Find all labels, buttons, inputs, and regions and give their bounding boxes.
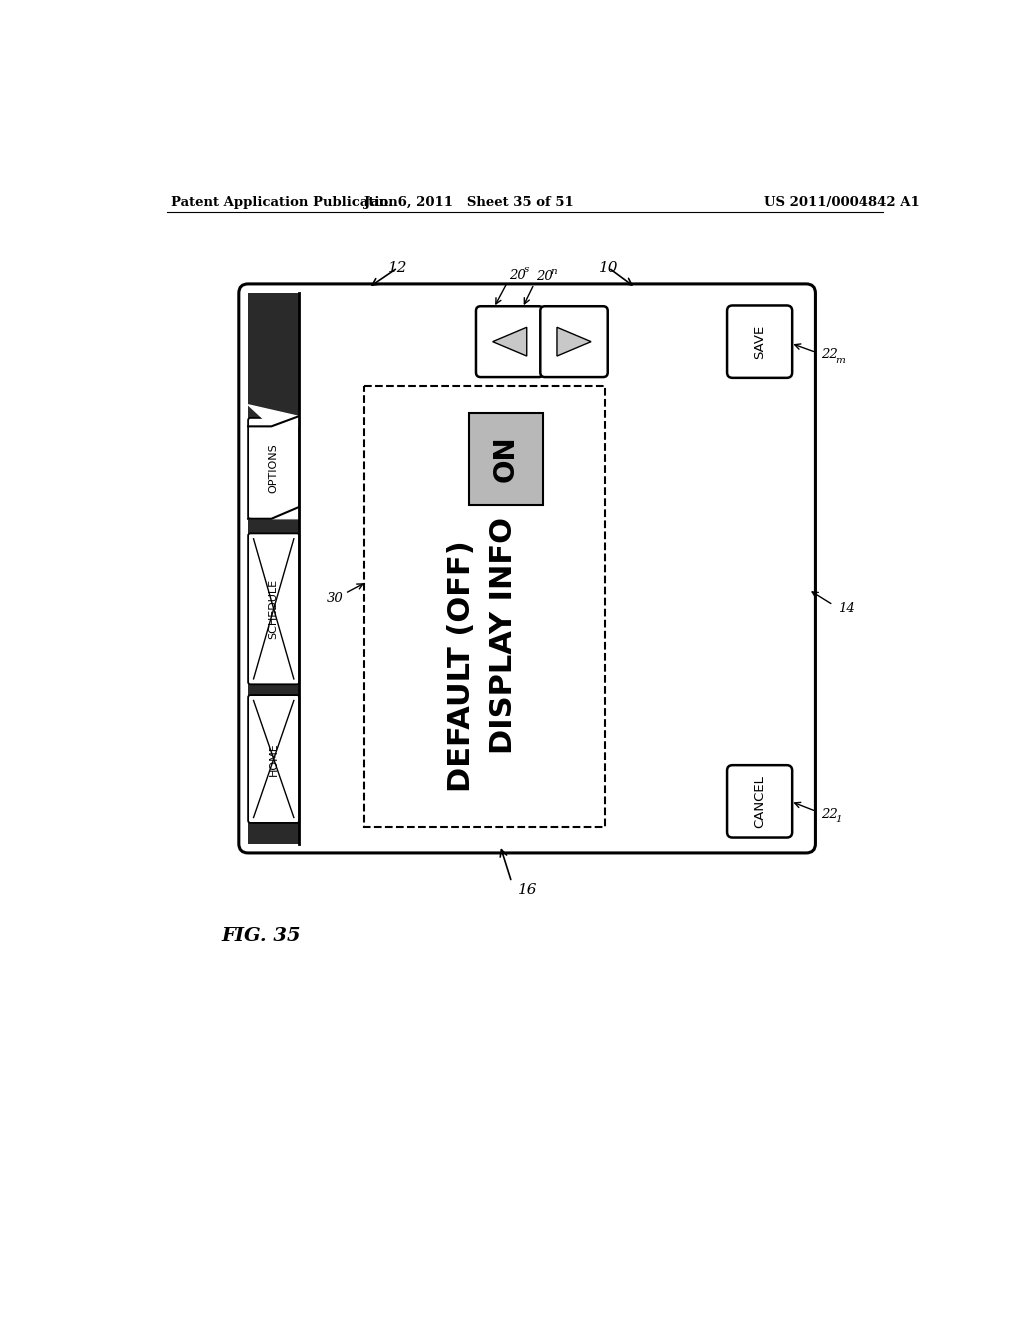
Text: s: s [524,265,529,273]
Text: 1: 1 [835,814,842,824]
Text: 22: 22 [821,348,838,362]
Text: CANCEL: CANCEL [753,775,766,828]
Text: 20: 20 [509,269,526,282]
Polygon shape [493,327,526,356]
Text: Jan. 6, 2011   Sheet 35 of 51: Jan. 6, 2011 Sheet 35 of 51 [365,195,573,209]
Text: m: m [835,355,845,364]
Text: 10: 10 [599,261,618,275]
Text: DISPLAY INFO: DISPLAY INFO [489,517,518,754]
Text: DEFAULT (OFF): DEFAULT (OFF) [446,541,476,792]
Text: n: n [550,267,557,276]
Bar [248,293,299,843]
Bar [365,385,604,826]
FancyBboxPatch shape [476,306,544,378]
Text: ON: ON [492,436,520,482]
FancyBboxPatch shape [248,696,299,822]
Polygon shape [248,405,299,426]
Polygon shape [557,327,591,356]
Bar [469,412,543,504]
FancyBboxPatch shape [727,305,793,378]
Text: 20: 20 [536,271,552,284]
FancyBboxPatch shape [248,533,299,684]
Text: 18: 18 [251,550,268,564]
Text: OPTIONS: OPTIONS [268,444,279,494]
Text: SAVE: SAVE [753,325,766,359]
Text: 30: 30 [328,593,344,606]
FancyBboxPatch shape [248,418,299,519]
Text: US 2011/0004842 A1: US 2011/0004842 A1 [764,195,920,209]
Text: 14: 14 [838,602,855,615]
Text: 12: 12 [388,261,408,275]
FancyBboxPatch shape [727,766,793,837]
Text: 26: 26 [254,758,270,770]
FancyBboxPatch shape [239,284,815,853]
Text: 16: 16 [518,883,538,896]
Polygon shape [248,507,299,519]
Text: 1: 1 [276,764,283,774]
Text: Patent Application Publication: Patent Application Publication [171,195,397,209]
FancyBboxPatch shape [541,306,607,378]
Text: SCHEDULE: SCHEDULE [268,578,279,639]
Text: HOME: HOME [268,742,279,776]
Text: 22: 22 [821,808,838,821]
Text: FIG. 35: FIG. 35 [221,927,301,945]
